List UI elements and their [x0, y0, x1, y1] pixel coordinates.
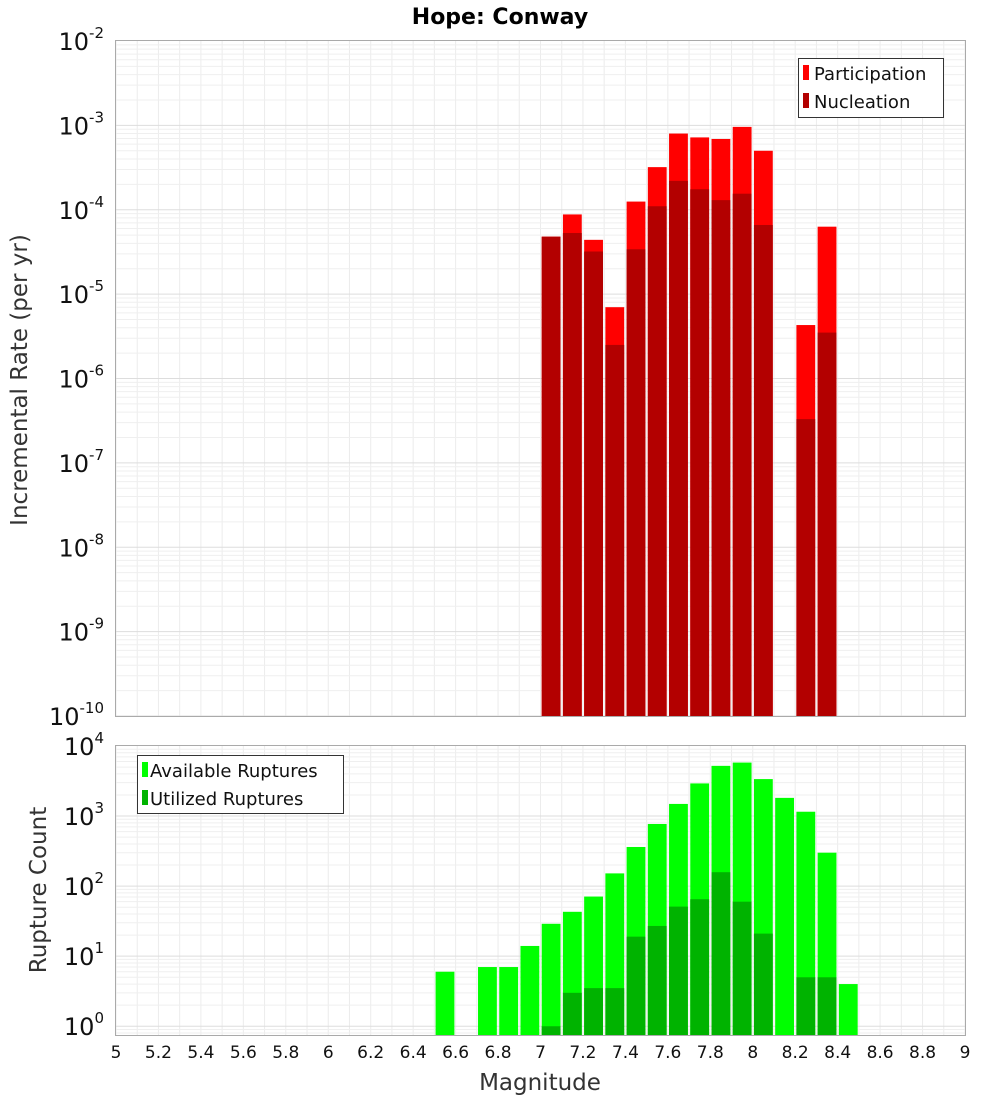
x-tick-label: 7: [535, 1043, 546, 1063]
bar-nucleation: [817, 332, 837, 716]
bar-utilized-ruptures: [732, 901, 752, 1035]
bottom-legend-box: [137, 755, 344, 814]
x-tick-label: 8: [747, 1043, 758, 1063]
bar-available-ruptures: [541, 923, 561, 1035]
x-tick-label: 5.8: [272, 1043, 299, 1063]
legend-label-nucleation: Nucleation: [814, 92, 910, 113]
bar-nucleation: [626, 249, 646, 716]
bar-nucleation: [690, 189, 710, 717]
bar-nucleation: [584, 251, 603, 716]
x-tick-label: 7.4: [612, 1043, 639, 1063]
chart-title: Hope: Conway: [412, 5, 588, 30]
top-y-tick-label: 10-10: [49, 699, 104, 731]
legend-label-participation: Participation: [814, 64, 926, 85]
top-plot-frame: [115, 40, 966, 717]
bar-available-ruptures: [478, 967, 497, 1035]
x-tick-label: 8.8: [909, 1043, 936, 1063]
x-tick-label: 8.2: [782, 1043, 809, 1063]
bar-nucleation: [753, 224, 773, 716]
bar-utilized-ruptures: [796, 977, 816, 1035]
bottom-y-tick-label: 102: [64, 869, 104, 901]
bottom-plot-bars: [435, 762, 858, 1035]
bar-nucleation: [796, 419, 816, 716]
top-y-tick-labels: 10-10 10-9 10-8 10-7 10-6 10-5 10-4 10-3 10-2: [49, 24, 104, 731]
bottom-y-tick-label: 104: [64, 729, 104, 761]
legend-label-utilized-ruptures: Utilized Ruptures: [150, 789, 303, 810]
bar-available-ruptures: [520, 945, 540, 1035]
x-tick-label: 5.2: [145, 1043, 172, 1063]
bar-utilized-ruptures: [605, 988, 625, 1035]
top-y-tick-label: 10-8: [58, 530, 104, 562]
bar-nucleation: [541, 236, 561, 716]
top-y-tick-label: 10-2: [58, 24, 104, 56]
top-plot-grid: [115, 41, 966, 717]
x-tick-label: 7.8: [697, 1043, 724, 1063]
bar-nucleation: [562, 233, 582, 716]
bar-utilized-ruptures: [647, 925, 667, 1035]
bottom-plot-frame: [115, 745, 966, 1036]
x-tick-label: 7.2: [569, 1043, 596, 1063]
bar-utilized-ruptures: [584, 988, 603, 1035]
bottom-y-tick-label: 103: [64, 799, 104, 831]
bottom-y-axis-label: Rupture Count: [26, 807, 52, 973]
x-tick-label: 6.2: [357, 1043, 384, 1063]
bar-utilized-ruptures: [817, 977, 837, 1035]
x-tick-labels: 5 5.2 5.4 5.6 5.8 6 6.2 6.4 6.6 6.8 7 7.2 7.4 7.6 7.8 8…: [111, 1043, 971, 1063]
x-tick-label: 6.6: [442, 1043, 469, 1063]
x-tick-label: 5.4: [187, 1043, 214, 1063]
bar-utilized-ruptures: [541, 1026, 561, 1035]
bar-available-ruptures: [838, 984, 858, 1035]
bar-nucleation: [732, 193, 752, 716]
x-tick-label: 6.8: [485, 1043, 512, 1063]
top-y-tick-label: 10-3: [58, 108, 104, 140]
top-y-axis-label: Incremental Rate (per yr): [7, 234, 33, 526]
x-tick-label: 6: [323, 1043, 334, 1063]
bar-utilized-ruptures: [711, 872, 731, 1035]
bar-nucleation: [605, 344, 625, 716]
legend-swatch-nucleation: [803, 93, 809, 108]
bottom-y-tick-label: 100: [64, 1009, 104, 1041]
x-tick-label: 7.6: [654, 1043, 681, 1063]
top-y-tick-label: 10-6: [58, 362, 104, 394]
bottom-y-tick-labels: 100 101 102 103 104: [64, 729, 104, 1041]
bar-available-ruptures: [435, 971, 455, 1035]
bar-nucleation: [711, 200, 731, 716]
x-tick-label: 5: [111, 1043, 122, 1063]
legend-swatch-utilized-ruptures: [142, 790, 148, 805]
bottom-legend: Available Ruptures Utilized Ruptures: [137, 755, 344, 814]
top-y-tick-label: 10-4: [58, 193, 104, 225]
top-legend: Participation Nucleation: [798, 58, 944, 118]
legend-swatch-participation: [803, 65, 809, 80]
x-tick-label: 8.6: [867, 1043, 894, 1063]
top-y-tick-label: 10-7: [58, 446, 104, 478]
bar-utilized-ruptures: [753, 933, 773, 1035]
x-axis-label: Magnitude: [479, 1070, 601, 1096]
x-tick-label: 5.6: [230, 1043, 257, 1063]
legend-label-available-ruptures: Available Ruptures: [150, 761, 318, 782]
bottom-y-tick-label: 101: [64, 939, 104, 971]
x-tick-label: 9: [960, 1043, 971, 1063]
x-tick-label: 6.4: [400, 1043, 427, 1063]
x-tick-label: 8.4: [824, 1043, 851, 1063]
legend-swatch-available-ruptures: [142, 762, 148, 777]
top-legend-box: [798, 58, 944, 118]
bar-nucleation: [647, 206, 667, 716]
bar-utilized-ruptures: [562, 992, 582, 1035]
top-y-tick-label: 10-9: [58, 615, 104, 647]
bar-available-ruptures: [499, 967, 519, 1035]
top-y-tick-label: 10-5: [58, 277, 104, 309]
bar-utilized-ruptures: [690, 899, 710, 1035]
bar-utilized-ruptures: [669, 906, 688, 1035]
bar-utilized-ruptures: [626, 936, 646, 1035]
top-plot-bars: [541, 126, 837, 717]
bar-nucleation: [669, 180, 688, 716]
bar-available-ruptures: [775, 797, 794, 1035]
